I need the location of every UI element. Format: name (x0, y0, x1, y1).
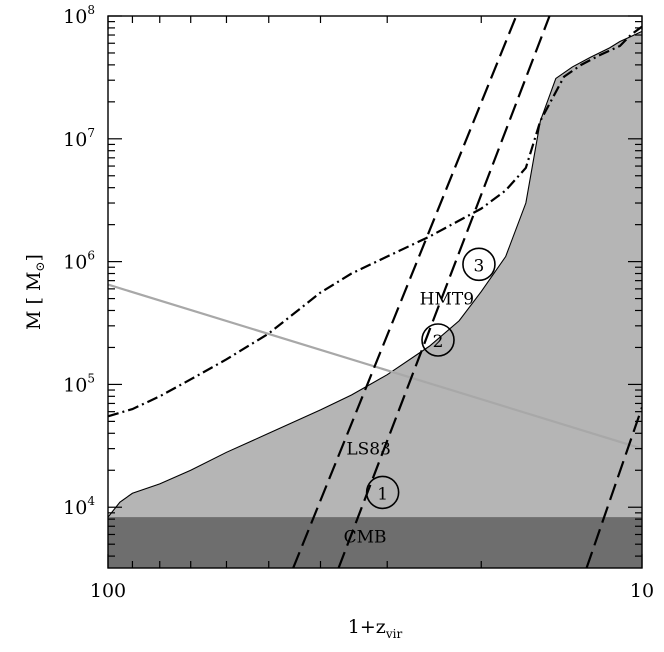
series-line-3 (292, 16, 518, 568)
x-axis-title: 1+zvir (348, 616, 403, 641)
annotation-ls83: LS83 (346, 440, 391, 460)
tick-labels: 104 105 106 107 108 100 10 (63, 3, 654, 602)
annotation-hmt9: HMT9 (420, 290, 474, 310)
region-ls83 (108, 31, 642, 568)
x-tick-label: 10 (630, 580, 654, 602)
y-tick-label: 106 (63, 249, 95, 274)
y-axis-title: M [ M⊙] (23, 254, 47, 330)
y-tick-label: 107 (63, 126, 95, 151)
circle-marker-label-1: 1 (377, 484, 388, 504)
plot-frame (107, 15, 643, 569)
series-line-1 (108, 25, 642, 418)
series-lines (108, 16, 642, 568)
circle-marker-label-3: 3 (474, 256, 485, 276)
circle-marker-2 (421, 323, 455, 357)
series-line-4 (337, 16, 551, 568)
regions (108, 30, 642, 568)
y-tick-label: 108 (63, 3, 95, 28)
region-cmb (108, 517, 642, 568)
series-line-5 (585, 407, 642, 568)
region-ls83-boundary (108, 30, 642, 518)
circle-marker-3 (462, 247, 496, 282)
y-tick-label: 105 (63, 371, 95, 396)
circle-markers: 1 2 3 (365, 247, 496, 510)
annotation-cmb: CMB (344, 527, 387, 547)
circle-marker-1 (365, 475, 400, 510)
y-tick-label: 104 (63, 494, 95, 519)
circle-marker-label-2: 2 (433, 332, 444, 352)
annotations: HMT9 LS83 CMB (344, 290, 474, 548)
axes (107, 15, 643, 569)
x-tick-label: 100 (90, 580, 126, 602)
